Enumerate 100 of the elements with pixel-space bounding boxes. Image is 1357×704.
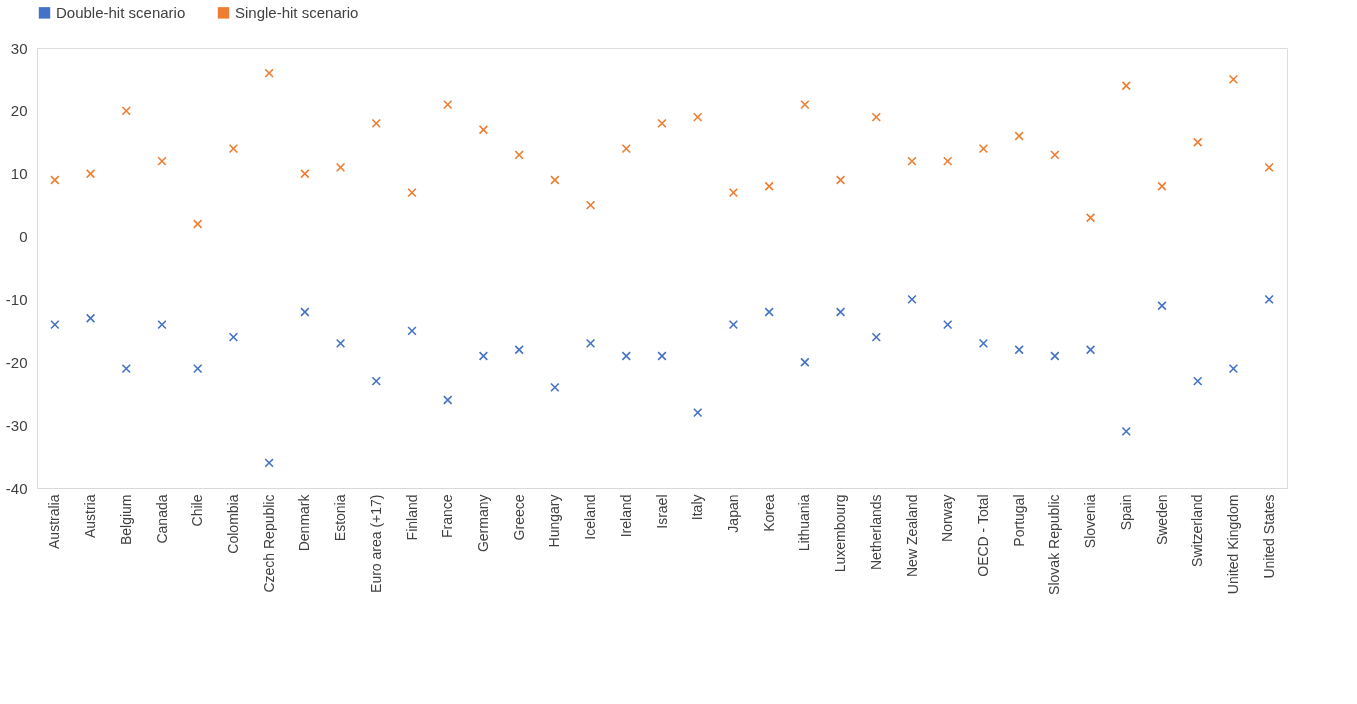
x-tick-label: Finland [403,494,420,541]
point [585,338,596,349]
x-tick-label: Australia [46,494,63,549]
point [585,200,596,210]
x-tick-label: Norway [939,494,956,542]
point [1050,351,1060,361]
point [657,118,667,129]
x-tick-label: Lithuania [796,494,813,552]
x-tick-label: Italy [689,494,706,521]
point [978,143,989,154]
x-tick-label: Korea [760,494,777,532]
point [1264,162,1274,173]
point [764,181,774,191]
point [1121,426,1131,437]
point [264,458,274,468]
legend-label: Single-hit scenario [235,3,359,21]
point [1193,137,1203,147]
y-tick-label: 0 [19,228,28,246]
point [1014,131,1024,141]
point [335,338,346,349]
point [1228,363,1239,374]
point [85,169,96,179]
point [728,187,739,198]
x-tick-label: Germany [474,494,491,553]
point [907,294,917,305]
point [1085,213,1096,223]
point [800,99,810,110]
point [835,307,846,317]
point [800,357,810,367]
point [1264,294,1274,305]
x-tick-label: France [439,494,456,539]
x-tick-label: Slovak Republic [1046,494,1063,595]
point [693,112,703,122]
x-tick-label: OECD - Total [974,494,991,577]
point [193,219,203,229]
x-tick-label: Sweden [1153,494,1170,546]
y-tick-label: -20 [5,353,28,371]
point [121,106,131,116]
point [157,319,167,330]
x-tick-label: Switzerland [1189,494,1206,567]
point [764,307,774,317]
y-tick-label: -40 [5,479,28,497]
point [550,382,560,393]
x-tick-label: Israel [653,494,670,529]
point [300,307,310,317]
point [1157,301,1167,311]
x-tick-label: Canada [153,494,170,544]
x-tick-label: Greece [510,494,527,541]
point [550,175,560,185]
point [1193,376,1203,386]
point [50,319,60,330]
point [514,150,524,160]
point [1050,150,1060,160]
x-tick-label: Czech Republic [260,494,277,593]
x-tick-label: Netherlands [867,494,884,570]
point [228,332,239,342]
point [157,156,167,166]
x-tick-label: Austria [82,494,99,539]
point [1014,345,1024,355]
x-tick-label: Estonia [332,494,349,542]
point [300,169,310,179]
point [835,175,846,185]
point [693,407,703,418]
point [907,156,917,166]
point [1157,181,1167,191]
y-tick-label: 30 [10,39,28,57]
x-tick-label: Iceland [582,494,599,540]
point [871,332,881,342]
legend-label: Double-hit scenario [56,3,186,21]
point [85,313,96,323]
x-tick-label: Hungary [546,494,563,548]
point [371,118,381,129]
x-tick-label: Belgium [117,494,134,546]
point [943,156,953,166]
point [1085,345,1096,355]
point [371,376,381,386]
point [335,162,346,173]
point [121,363,131,374]
x-tick-label: Luxembourg [832,494,849,573]
x-tick-label: Japan [724,494,741,533]
x-tick-label: Ireland [617,494,634,538]
x-tick-label: United States [1260,494,1277,579]
point [407,326,417,336]
x-tick-label: Denmark [296,493,313,552]
point [193,363,203,374]
point [871,112,881,122]
y-tick-label: -10 [5,290,28,308]
point [978,338,989,349]
y-tick-label: -30 [5,416,28,434]
point [943,319,953,330]
point [478,351,489,361]
x-tick-label: Spain [1117,494,1134,531]
point [514,345,524,355]
point [621,143,631,154]
x-tick-label: Chile [189,494,206,527]
x-tick-label: Colombia [224,494,241,554]
x-tick-label: Slovenia [1082,494,1099,549]
y-tick-label: 20 [10,102,28,120]
x-tick-label: Portugal [1010,494,1027,547]
point [443,395,453,405]
